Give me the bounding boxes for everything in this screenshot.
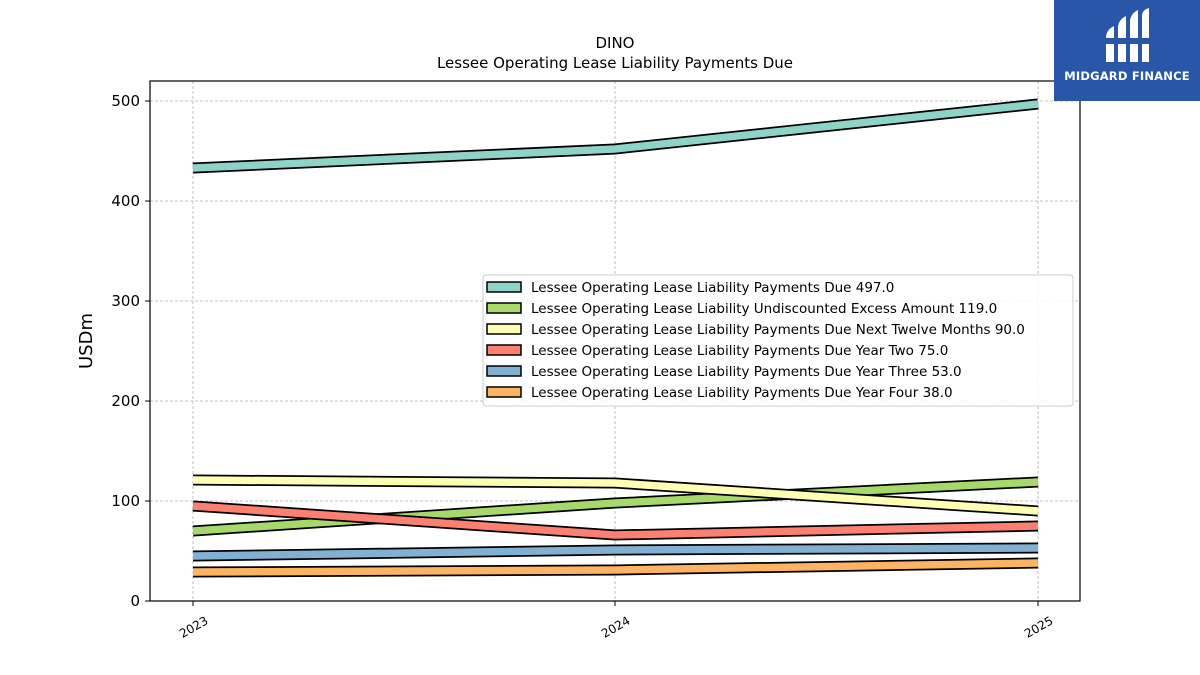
legend-label: Lessee Operating Lease Liability Payment… xyxy=(531,343,948,359)
x-tick-label: 2025 xyxy=(1022,613,1055,640)
x-tick-label: 2024 xyxy=(599,613,632,640)
legend-label: Lessee Operating Lease Liability Payment… xyxy=(531,364,962,380)
legend-swatch xyxy=(486,302,522,314)
chart-subtitle: Lessee Operating Lease Liability Payment… xyxy=(437,54,793,72)
x-tick-label: 2023 xyxy=(177,613,210,640)
legend-frame xyxy=(482,274,1074,407)
series-line xyxy=(192,500,1039,541)
legend-swatch xyxy=(486,386,522,398)
y-tick-label: 300 xyxy=(111,292,140,310)
midgard-logo-icon xyxy=(1102,8,1154,62)
chart-title: DINO xyxy=(595,34,634,52)
legend-label: Lessee Operating Lease Liability Payment… xyxy=(531,385,953,401)
logo-text: MIDGARD FINANCE xyxy=(1064,69,1190,83)
y-tick-label: 200 xyxy=(111,392,140,410)
series-line xyxy=(192,476,1039,537)
y-axis-label: USDm xyxy=(76,313,97,369)
legend-label: Lessee Operating Lease Liability Payment… xyxy=(531,322,1025,338)
legend-swatch xyxy=(486,365,522,377)
y-tick-label: 500 xyxy=(111,92,140,110)
series-line xyxy=(192,474,1039,517)
legend-swatch xyxy=(486,344,522,356)
series-line xyxy=(192,542,1039,562)
series-outline xyxy=(192,98,1039,174)
legend-label: Lessee Operating Lease Liability Payment… xyxy=(531,280,894,296)
series-layer xyxy=(192,98,1039,578)
y-tick-label: 100 xyxy=(111,492,140,510)
midgard-finance-logo: MIDGARD FINANCE xyxy=(1054,0,1200,101)
legend-swatch xyxy=(486,281,522,293)
y-tick-label: 0 xyxy=(130,592,140,610)
legend-label: Lessee Operating Lease Liability Undisco… xyxy=(531,301,997,317)
series-line xyxy=(192,98,1039,174)
y-tick-label: 400 xyxy=(111,192,140,210)
legend-swatch xyxy=(486,323,522,335)
series-line xyxy=(192,557,1039,578)
legend: Lessee Operating Lease Liability Payment… xyxy=(482,274,1074,407)
